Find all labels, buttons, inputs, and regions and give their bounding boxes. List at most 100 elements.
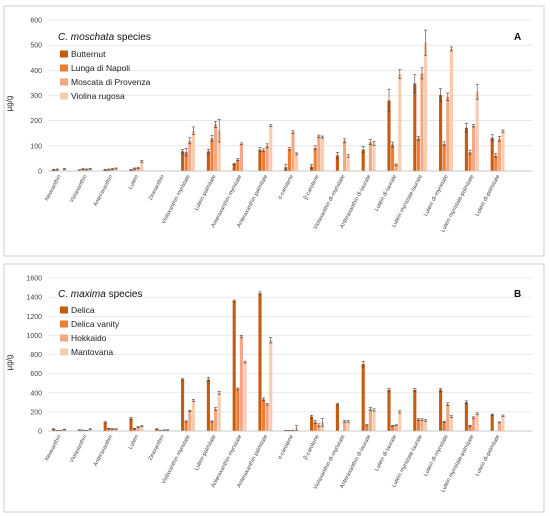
bar	[420, 73, 424, 171]
bar	[320, 422, 324, 431]
bar	[372, 409, 376, 431]
category-label: β-carotene	[303, 174, 321, 201]
bar	[490, 137, 494, 171]
legend-label: Moscata di Provenza	[71, 77, 151, 87]
y-tick-label: 100	[30, 143, 42, 150]
bar	[490, 414, 494, 431]
bar	[88, 429, 92, 431]
bar	[361, 364, 365, 431]
category-label: Anteraxanthin di-laurate	[339, 434, 372, 489]
bar	[239, 336, 243, 431]
category-label: Anteraxanthin	[93, 174, 115, 207]
bar	[210, 421, 214, 431]
bar	[365, 425, 369, 431]
bar	[243, 362, 247, 431]
bar	[136, 427, 140, 431]
y-tick-label: 1400	[26, 295, 42, 302]
bar	[62, 429, 66, 431]
bar	[475, 91, 479, 171]
bar	[214, 409, 218, 431]
y-tick-label: 1600	[26, 276, 42, 283]
category-label: α-carotene	[277, 434, 295, 461]
y-tick-label: 200	[30, 118, 42, 125]
bar	[497, 138, 501, 171]
bar	[343, 140, 347, 171]
bar	[258, 293, 262, 431]
panel-label: B	[514, 289, 521, 300]
bar	[214, 124, 218, 171]
category-label: Anteraxanthin	[93, 434, 115, 467]
bar	[191, 130, 195, 171]
bar	[114, 429, 118, 431]
legend-label: Hokkaido	[71, 333, 107, 343]
legend-label: Delica vanity	[71, 319, 120, 329]
bar	[416, 419, 420, 431]
legend-swatch	[60, 50, 68, 58]
bar	[439, 94, 443, 171]
bar	[239, 143, 243, 171]
bar	[258, 149, 262, 171]
y-tick-label: 0	[38, 169, 42, 176]
bar	[343, 421, 347, 431]
panel-a: 0 100 200 300 400 500 600 µg/g Neoxanthin Violaxa…	[5, 18, 532, 233]
bar	[114, 168, 118, 171]
bar	[391, 425, 395, 431]
legend-swatch	[60, 334, 68, 342]
bar	[81, 168, 85, 171]
category-label: Lutein myristate-laurate	[391, 434, 424, 488]
bar	[52, 429, 56, 431]
category-label: Anteraxanthin palmitate	[236, 174, 269, 229]
bar	[136, 167, 140, 171]
bar	[335, 404, 339, 431]
bar	[110, 429, 114, 431]
bar	[475, 413, 479, 431]
y-tick-label: 1200	[26, 314, 42, 321]
category-label: Violaxanthin myristate	[161, 434, 192, 485]
bar	[313, 421, 317, 431]
panel-title: C. moschata species	[58, 32, 151, 43]
y-tick-label: 500	[30, 43, 42, 50]
category-label: Zeaxanthin	[148, 434, 166, 461]
bar	[346, 155, 350, 171]
panel-label: A	[514, 32, 521, 43]
y-tick-label: 600	[30, 18, 42, 25]
bar	[494, 155, 498, 171]
bar	[181, 379, 185, 431]
bar	[140, 161, 144, 171]
panel-title-rest: species	[106, 289, 143, 300]
bar	[387, 389, 391, 431]
y-axis-label: µg/g	[5, 355, 14, 371]
panel-title: C. maxima species	[58, 289, 142, 300]
legend-swatch	[60, 320, 68, 328]
panel-a-frame	[3, 5, 545, 257]
y-tick-label: 0	[38, 429, 42, 436]
y-tick-label: 400	[30, 390, 42, 397]
bar	[236, 159, 240, 171]
category-label: Violaxanthin	[69, 434, 89, 464]
bar	[217, 130, 221, 171]
bar	[140, 426, 144, 431]
bar	[449, 416, 453, 431]
bar	[232, 300, 236, 431]
bar	[269, 340, 273, 431]
bar	[464, 127, 468, 171]
bar	[424, 420, 428, 431]
bar	[446, 96, 450, 171]
category-label: Neoxanthin	[44, 174, 63, 202]
bar	[184, 421, 188, 431]
category-label: Zeaxanthin	[148, 174, 166, 201]
category-label: α-carotene	[277, 174, 295, 201]
bar	[372, 143, 376, 171]
bar	[313, 147, 317, 171]
bar	[206, 151, 210, 171]
legend-label: Mantovana	[71, 347, 113, 357]
bar	[103, 422, 107, 431]
bar	[217, 392, 221, 431]
legend-swatch	[60, 306, 68, 314]
bar	[236, 388, 240, 431]
bar	[335, 155, 339, 171]
bar	[398, 411, 402, 431]
panel-title-species: C. moschata	[58, 32, 115, 43]
legend-swatch	[60, 92, 68, 100]
